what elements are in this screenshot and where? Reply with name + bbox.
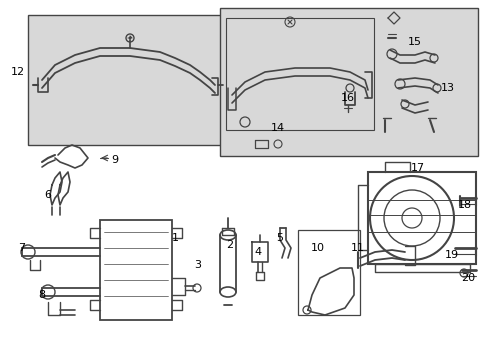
Text: 2: 2 <box>226 240 234 250</box>
Text: 5: 5 <box>276 233 284 243</box>
Text: 16: 16 <box>341 93 355 103</box>
Bar <box>220 8 478 156</box>
Text: 6: 6 <box>45 190 51 200</box>
Text: 3: 3 <box>195 260 201 270</box>
Text: 12: 12 <box>11 67 25 77</box>
Text: 9: 9 <box>111 155 119 165</box>
Text: 7: 7 <box>19 243 25 253</box>
Text: 14: 14 <box>271 123 285 133</box>
Text: 15: 15 <box>408 37 422 47</box>
Text: 18: 18 <box>458 200 472 210</box>
Bar <box>100 220 172 320</box>
Bar <box>298 230 360 315</box>
Text: 10: 10 <box>311 243 325 253</box>
Text: 4: 4 <box>254 247 262 257</box>
Bar <box>28 15 223 145</box>
Text: 19: 19 <box>445 250 459 260</box>
Bar <box>368 172 476 264</box>
Text: 8: 8 <box>38 290 46 300</box>
Text: 11: 11 <box>351 243 365 253</box>
Bar <box>226 18 374 130</box>
Text: 13: 13 <box>441 83 455 93</box>
Text: 20: 20 <box>461 273 475 283</box>
Text: 1: 1 <box>172 233 178 243</box>
Text: 17: 17 <box>411 163 425 173</box>
